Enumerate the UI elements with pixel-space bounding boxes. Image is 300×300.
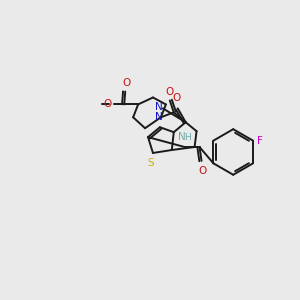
Text: F: F (257, 136, 263, 146)
Text: O: O (198, 166, 207, 176)
Text: O: O (166, 86, 174, 97)
Text: N: N (155, 102, 163, 112)
Text: S: S (148, 158, 154, 168)
Text: N: N (155, 112, 163, 122)
Text: O: O (103, 99, 111, 110)
Text: N: N (178, 132, 186, 142)
Text: O: O (122, 78, 130, 88)
Text: O: O (172, 93, 181, 103)
Text: H: H (184, 133, 191, 142)
